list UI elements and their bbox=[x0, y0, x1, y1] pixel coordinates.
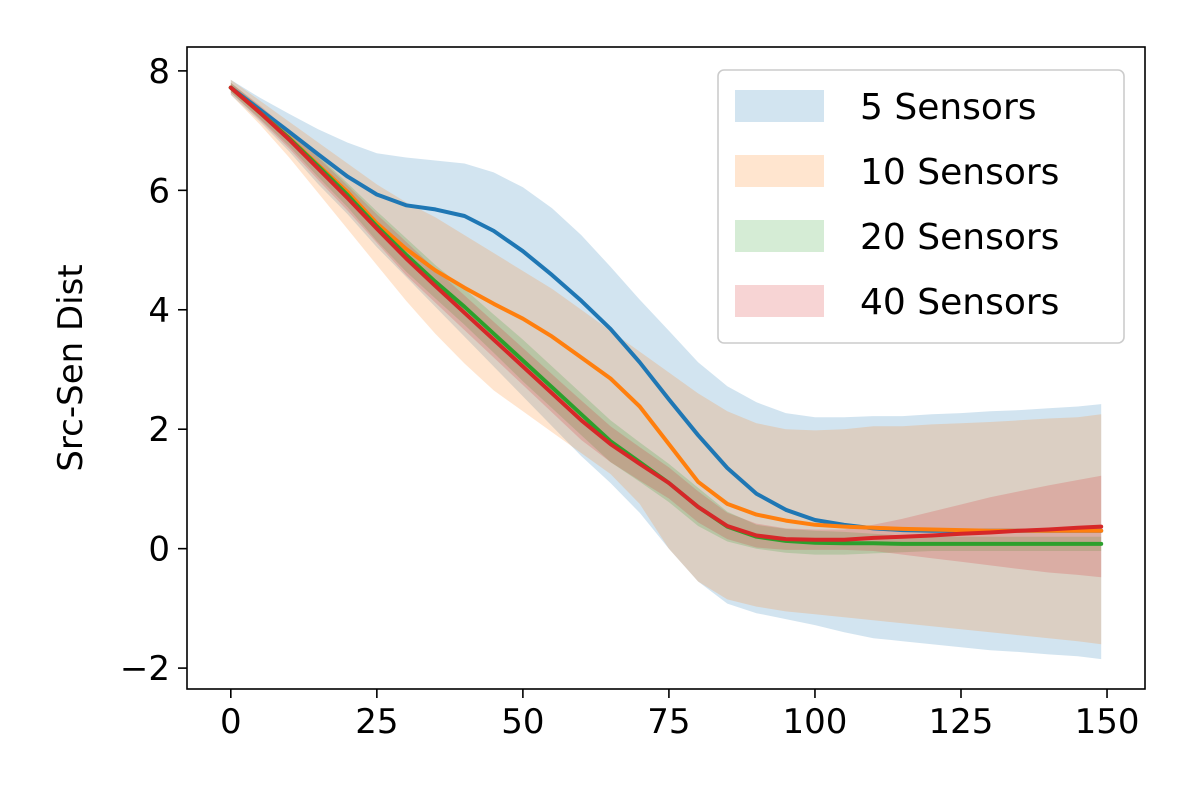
legend: 5 Sensors 10 Sensors 20 Sensors 40 Sensors bbox=[717, 69, 1125, 344]
legend-label-10-sensors: 10 Sensors bbox=[860, 152, 1059, 193]
y-tick-label: 8 bbox=[148, 52, 170, 92]
legend-label-5-sensors: 5 Sensors bbox=[860, 87, 1037, 128]
y-tick-label: −2 bbox=[120, 649, 170, 689]
band-40-sensors bbox=[230, 82, 1102, 578]
legend-label-40-sensors: 40 Sensors bbox=[860, 282, 1059, 323]
y-tick-label: 2 bbox=[148, 410, 170, 450]
confidence-bands bbox=[230, 79, 1102, 660]
x-tick-label: 150 bbox=[1075, 702, 1140, 742]
plot-frame bbox=[186, 46, 1146, 690]
y-tick-label: 0 bbox=[148, 530, 170, 570]
x-tick-label: 50 bbox=[501, 702, 544, 742]
series-line-10-sensors bbox=[228, 85, 1104, 533]
legend-swatch-20-sensors bbox=[735, 220, 824, 252]
legend-label-20-sensors: 20 Sensors bbox=[860, 217, 1059, 258]
band-5-sensors bbox=[230, 79, 1102, 660]
x-tick-label: 75 bbox=[647, 702, 690, 742]
y-tick-label: 6 bbox=[148, 171, 170, 211]
y-axis: −2 0 2 4 6 8 bbox=[120, 52, 187, 689]
band-10-sensors bbox=[230, 79, 1102, 645]
x-axis: 0 25 50 75 100 125 150 bbox=[220, 689, 1139, 742]
legend-swatch-40-sensors bbox=[735, 285, 824, 317]
legend-swatch-10-sensors bbox=[735, 155, 824, 187]
x-tick-label: 100 bbox=[783, 702, 848, 742]
x-tick-label: 25 bbox=[355, 702, 398, 742]
x-tick-label: 0 bbox=[220, 702, 242, 742]
x-tick-label: 125 bbox=[929, 702, 994, 742]
series-line-40-sensors bbox=[228, 85, 1104, 542]
legend-items: 5 Sensors 10 Sensors 20 Sensors 40 Sensors bbox=[735, 87, 1059, 323]
mean-lines bbox=[228, 85, 1104, 546]
legend-swatch-5-sensors bbox=[735, 90, 824, 122]
y-axis-label: Src-Sen Dist bbox=[51, 264, 91, 471]
legend-box bbox=[717, 69, 1125, 344]
y-tick-label: 4 bbox=[148, 291, 170, 331]
